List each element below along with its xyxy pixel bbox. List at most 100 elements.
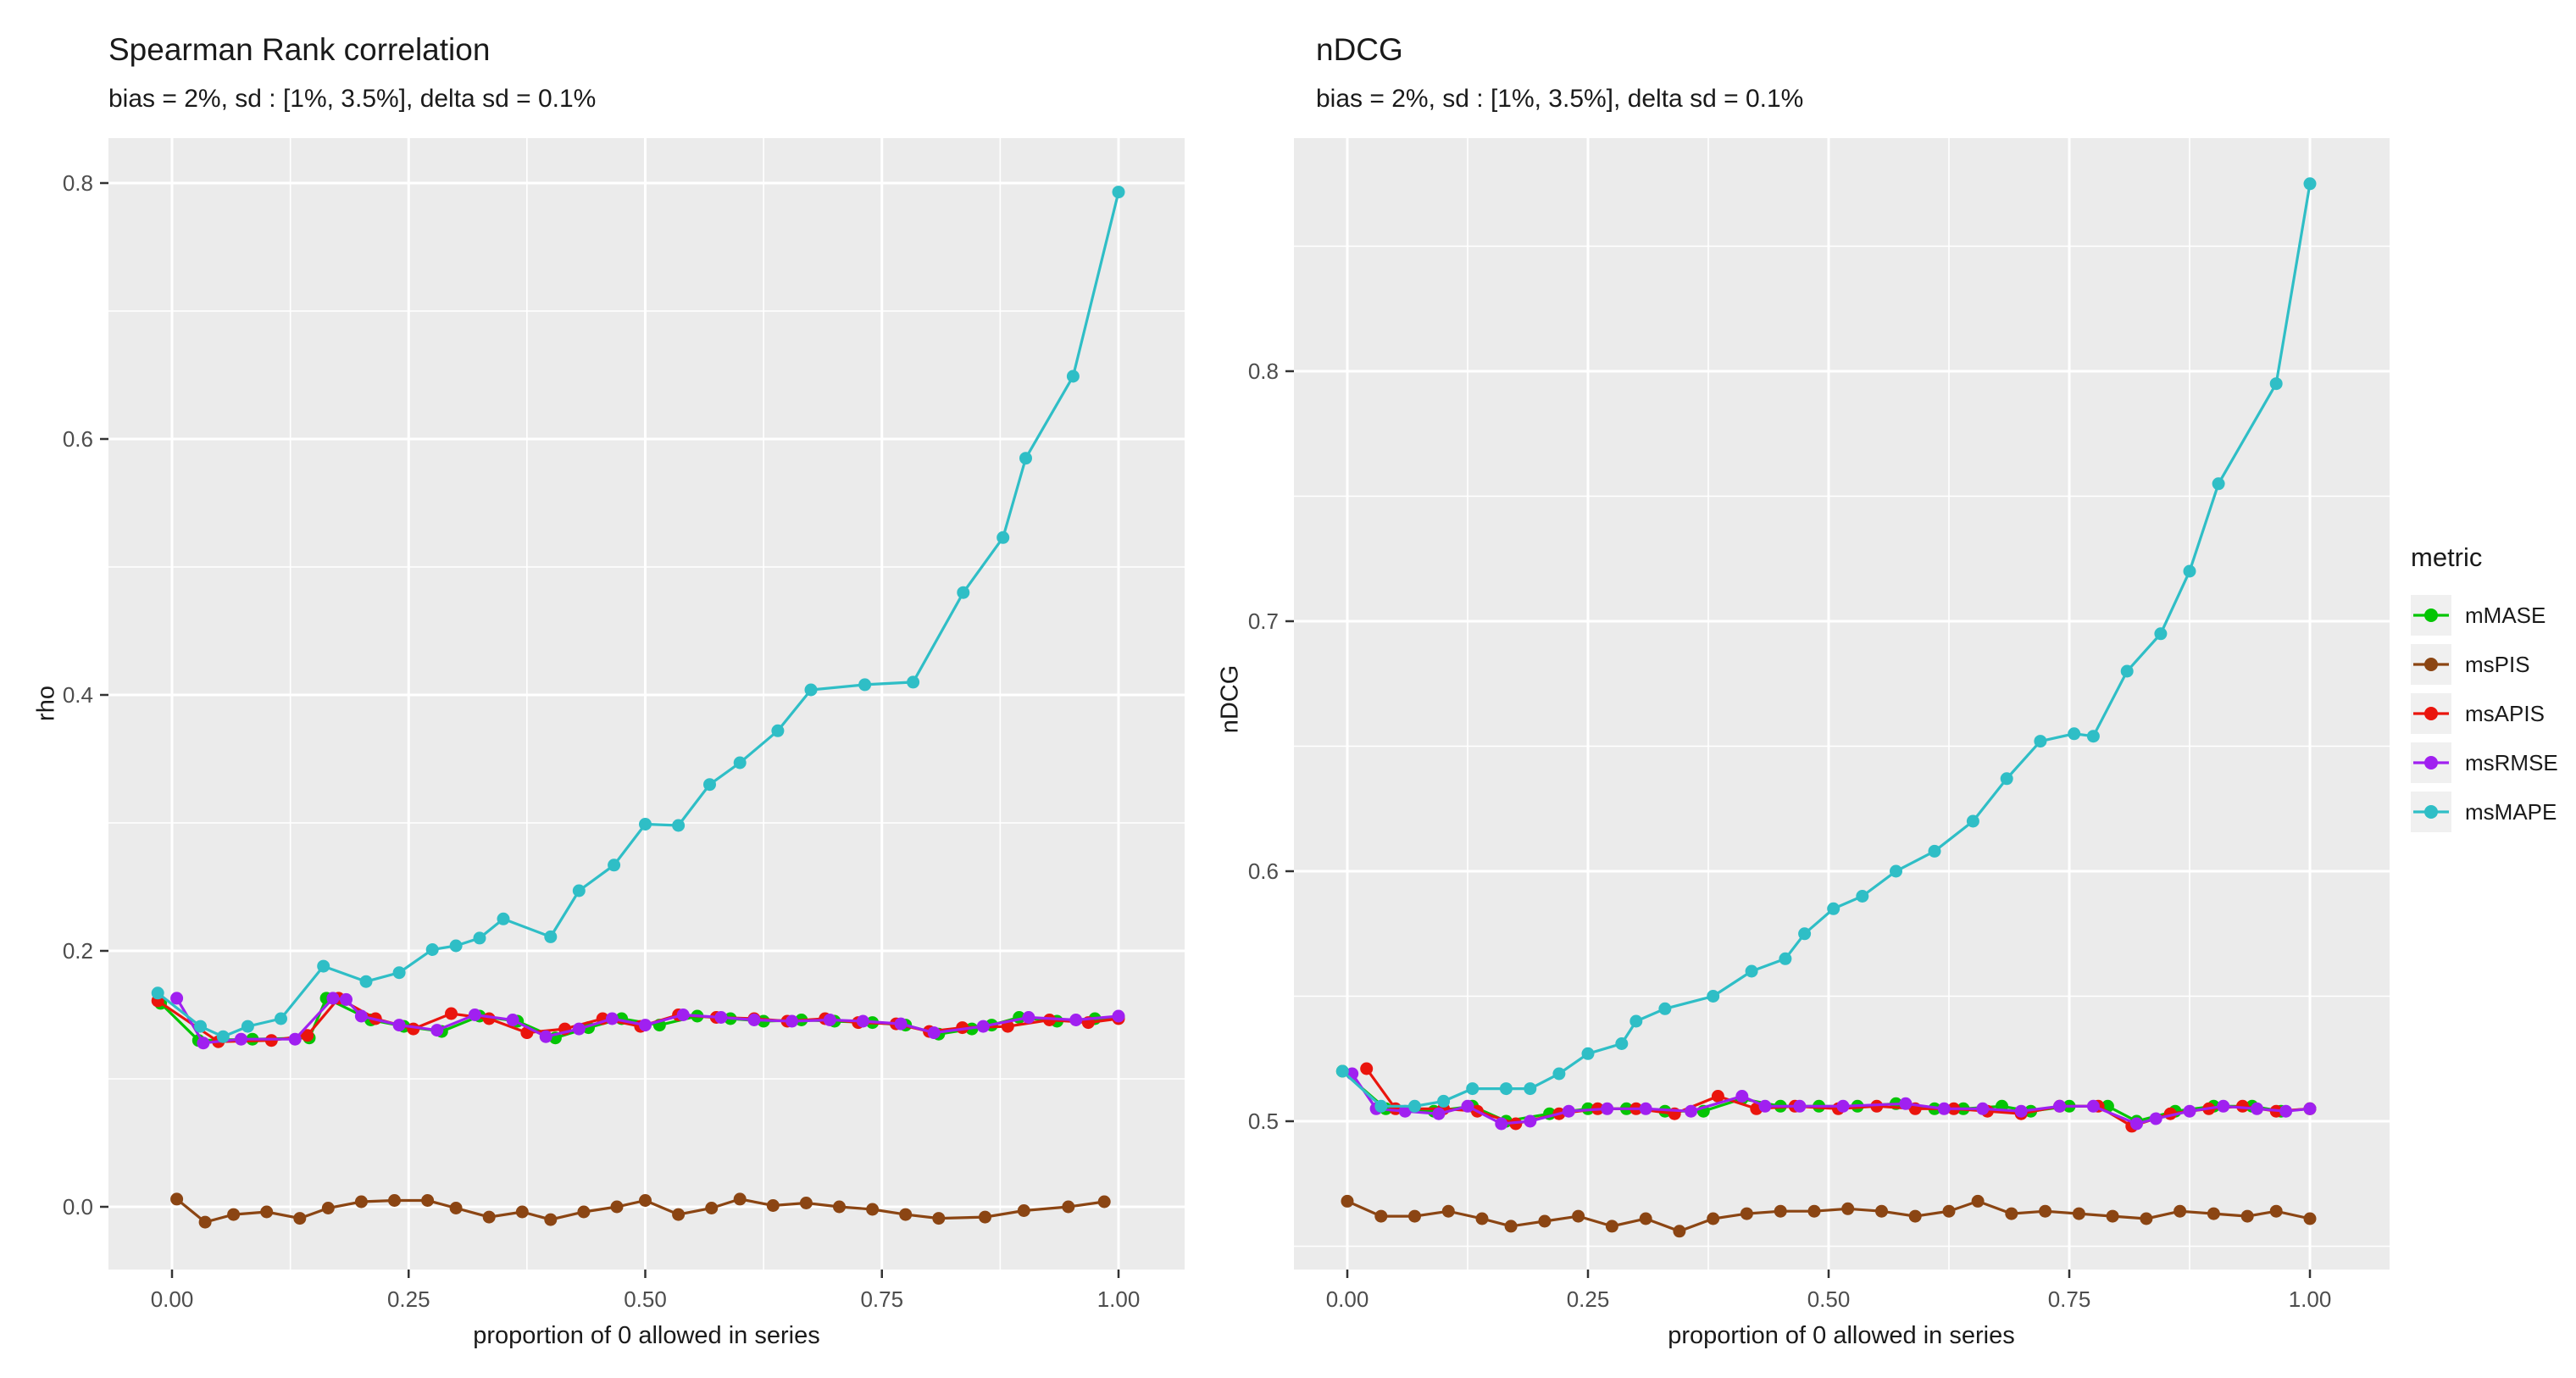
series-msMAPE-point [544, 930, 558, 943]
series-msRMSE-point [1836, 1099, 1850, 1113]
series-msPIS-point [449, 1202, 463, 1214]
series-msRMSE-point [1937, 1102, 1951, 1115]
series-msRMSE [170, 992, 1125, 1050]
series-msMAPE-point [1827, 902, 1840, 915]
series-msMAPE-point [1707, 990, 1720, 1003]
series-msAPIS-point [1043, 1014, 1056, 1026]
y-tick-label: 0.6 [1248, 858, 1279, 884]
series-msPIS-point [1538, 1214, 1552, 1228]
series-msMAPE-point [703, 778, 716, 792]
series-msPIS-point [2140, 1212, 2153, 1225]
series-msRMSE-point [392, 1019, 406, 1032]
panel-background [1294, 138, 2390, 1270]
series-msPIS-point [293, 1212, 307, 1225]
series-msPIS-point [1942, 1204, 1956, 1218]
series-msPIS-point [1971, 1194, 1985, 1208]
series-msPIS-point [198, 1215, 212, 1229]
legend-key-glyph [2413, 707, 2449, 720]
x-tick-label: 0.25 [387, 1286, 430, 1312]
series-msPIS-point [1441, 1204, 1455, 1218]
series-msMAPE-line [157, 192, 1120, 1038]
legend-key-glyph [2413, 805, 2449, 819]
legend-item-label: mMASE [2465, 602, 2546, 628]
series-msRMSE-point [639, 1019, 652, 1032]
x-tick-label: 0.25 [1567, 1286, 1610, 1312]
series-msRMSE-point [823, 1014, 836, 1026]
series-msAPIS-point [1711, 1090, 1724, 1103]
series-msMAPE-point [2086, 730, 2100, 743]
series-msPIS-point [577, 1205, 591, 1219]
x-tick-label: 0.75 [2048, 1286, 2091, 1312]
series-msMAPE-point [2000, 772, 2013, 786]
y-tick-label: 0.0 [63, 1194, 93, 1220]
series-msPIS-point [705, 1202, 719, 1214]
series-msPIS-point [1639, 1212, 1652, 1225]
x-tick-label: 0.50 [624, 1286, 667, 1312]
series-msMAPE-point [858, 678, 872, 692]
series-msMAPE-point [392, 966, 406, 980]
series-msPIS-point [2039, 1204, 2052, 1218]
series-msRMSE-point [605, 1012, 619, 1025]
series-msPIS-point [639, 1194, 652, 1207]
series-msMAPE-point [672, 819, 686, 832]
series-msPIS-point [388, 1194, 401, 1207]
series-msRMSE-point [572, 1022, 586, 1036]
x-tick-label: 0.00 [151, 1286, 194, 1312]
series-msPIS-point [833, 1200, 846, 1214]
legend-item-msMAPE: msMAPE [2411, 792, 2558, 832]
series-msMAPE-point [1856, 890, 1869, 903]
series-msRMSE-point [468, 1008, 481, 1021]
x-tick-label: 0.50 [1807, 1286, 1851, 1312]
series-msMAPE-point [2183, 564, 2196, 578]
series-msPIS-point [2072, 1207, 2085, 1220]
series-msMAPE-point [1658, 1002, 1672, 1015]
series-msMAPE-point [194, 1020, 207, 1033]
series-msRMSE [1346, 1067, 2317, 1131]
legend-key-glyph [2413, 756, 2449, 770]
series-msRMSE-point [676, 1008, 690, 1021]
series-msPIS-point [515, 1205, 529, 1219]
series-msRMSE-point [714, 1011, 728, 1024]
series-msPIS-point [1408, 1209, 1421, 1223]
series-msMAPE-point [1335, 1064, 1349, 1078]
series-msPIS-point [1475, 1212, 1489, 1225]
series-msMAPE-point [997, 531, 1010, 544]
series-msMAPE-point [473, 931, 486, 945]
y-tick-label: 0.5 [1248, 1109, 1279, 1134]
y-tick-label: 0.8 [1248, 358, 1279, 384]
series-msRMSE-point [2130, 1117, 2143, 1131]
series-msPIS-point [2240, 1209, 2254, 1223]
series-msPIS-point [321, 1202, 335, 1214]
series-msPIS-point [354, 1195, 368, 1209]
series-msRMSE-point [340, 992, 353, 1006]
series-msRMSE-point [288, 1032, 302, 1046]
x-tick-label: 1.00 [1097, 1286, 1141, 1312]
series-msRMSE-point [786, 1014, 799, 1028]
series-msPIS-point [1017, 1204, 1030, 1217]
series-msMAPE-point [1745, 964, 1758, 978]
series-msRMSE-point [1524, 1114, 1537, 1128]
series-msRMSE-point [747, 1014, 761, 1026]
legend-key-glyph [2413, 658, 2449, 671]
legend-key-glyph [2413, 608, 2449, 622]
series-msRMSE-point [1735, 1090, 1749, 1103]
series-msMAPE-point [572, 884, 586, 897]
y-tick-label: 0.6 [63, 426, 93, 452]
series-msPIS-point [2207, 1207, 2220, 1220]
legend: metric mMASE msPIS msAPIS msRMSE msMAPE [2411, 542, 2558, 841]
right-y-axis-title: nDCG [1216, 664, 1244, 734]
series-msRMSE-point [506, 1014, 519, 1026]
series-msMAPE-point [1629, 1014, 1643, 1028]
series-msMAPE-point [317, 959, 330, 973]
series-msMAPE-point [608, 858, 621, 872]
y-tick-label: 0.7 [1248, 608, 1279, 634]
series-msPIS-point [2269, 1204, 2283, 1218]
y-tick-label: 0.4 [63, 682, 93, 708]
series-msMAPE-point [1066, 370, 1080, 383]
series-msPIS-point [544, 1213, 558, 1226]
series-msRMSE-point [430, 1024, 444, 1037]
series-msPIS-point [1908, 1209, 1922, 1223]
series-msMAPE-point [1928, 844, 1941, 858]
x-tick-label: 0.75 [860, 1286, 903, 1312]
